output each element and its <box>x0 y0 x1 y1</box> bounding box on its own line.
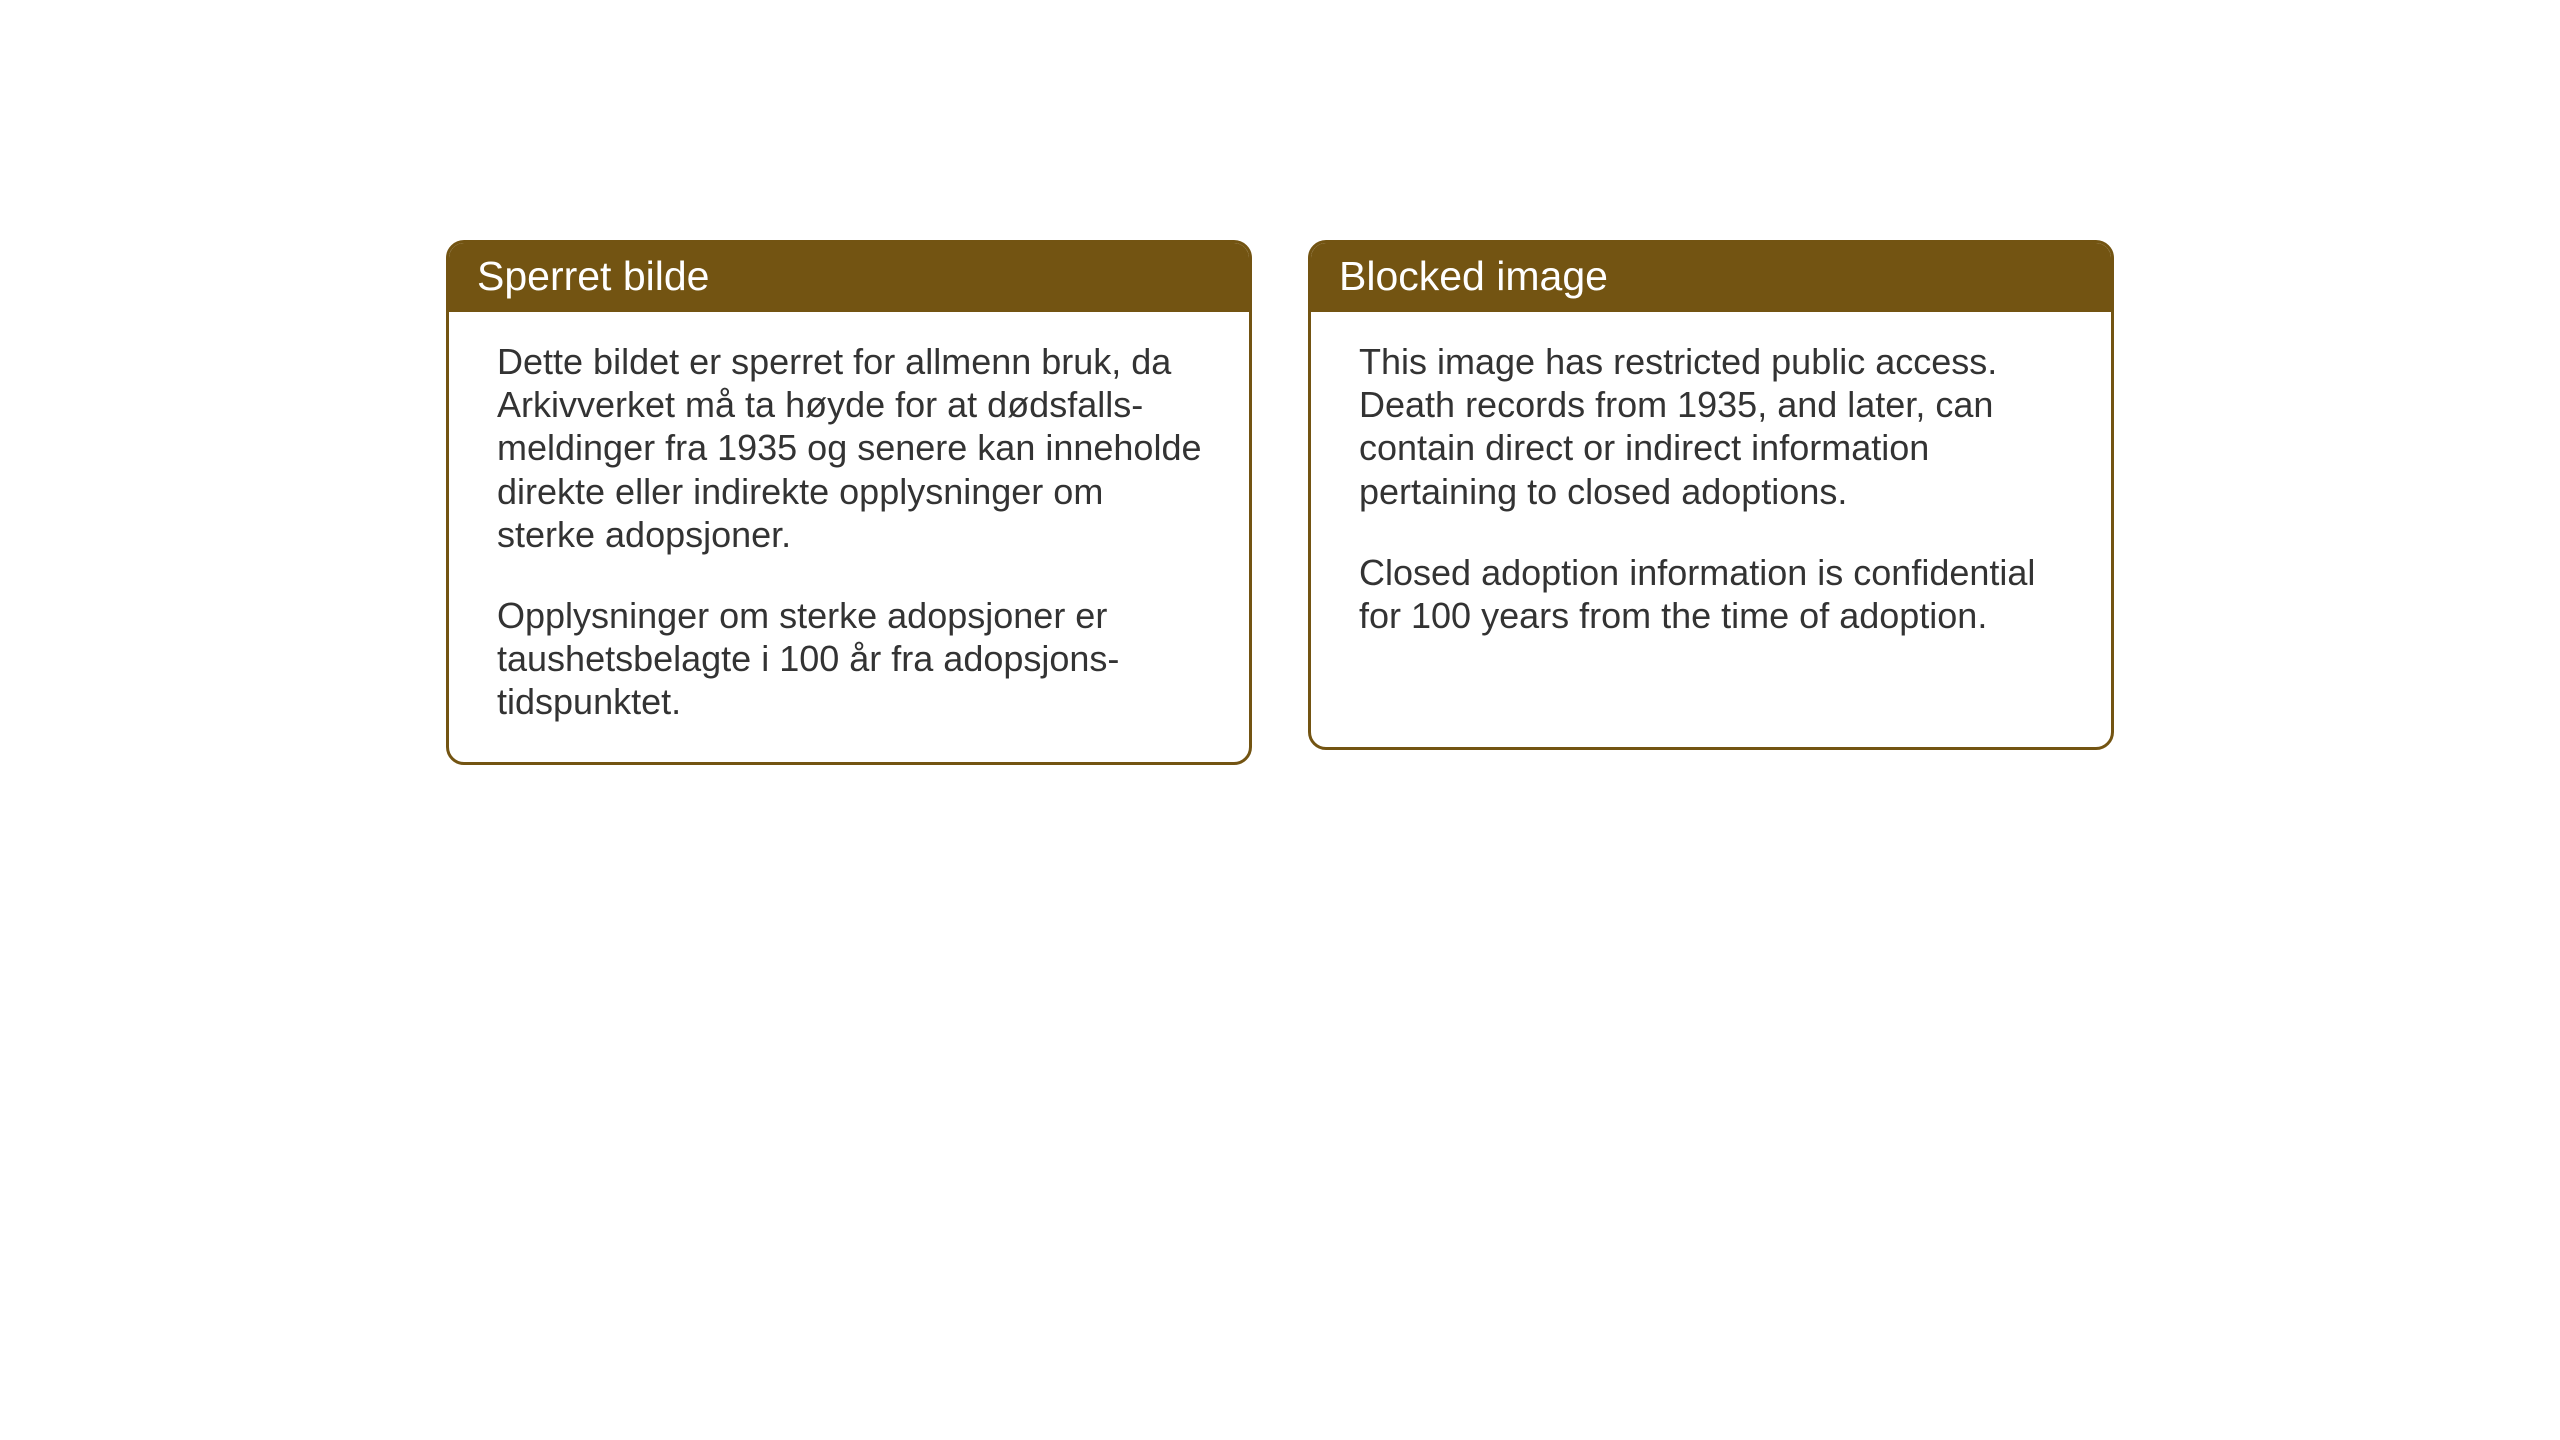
norwegian-paragraph-1: Dette bildet er sperret for allmenn bruk… <box>497 340 1207 556</box>
english-info-card: Blocked image This image has restricted … <box>1308 240 2114 750</box>
english-paragraph-2: Closed adoption information is confident… <box>1359 551 2069 637</box>
norwegian-card-title: Sperret bilde <box>449 243 1249 312</box>
english-paragraph-1: This image has restricted public access.… <box>1359 340 2069 513</box>
norwegian-card-body: Dette bildet er sperret for allmenn bruk… <box>449 312 1249 762</box>
english-card-title: Blocked image <box>1311 243 2111 312</box>
norwegian-paragraph-2: Opplysninger om sterke adopsjoner er tau… <box>497 594 1207 724</box>
info-cards-container: Sperret bilde Dette bildet er sperret fo… <box>446 240 2114 765</box>
english-card-body: This image has restricted public access.… <box>1311 312 2111 675</box>
norwegian-info-card: Sperret bilde Dette bildet er sperret fo… <box>446 240 1252 765</box>
